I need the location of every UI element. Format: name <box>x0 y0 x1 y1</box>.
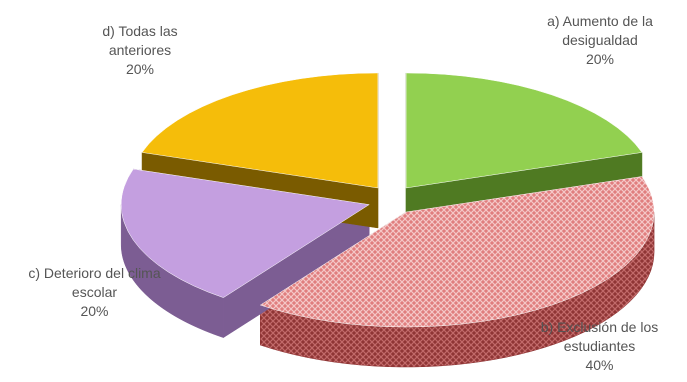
slice-label-b: b) Exclusión de los estudiantes 40% <box>512 318 687 375</box>
slice-label-d-line2: anteriores <box>108 42 172 58</box>
slice-label-c: c) Deterioro del clima escolar 20% <box>2 264 187 321</box>
slice-label-c-pct: 20% <box>80 303 109 319</box>
slice-label-c-line2: escolar <box>71 284 118 300</box>
slice-a <box>405 72 643 189</box>
slice-label-d-line1: d) Todas las <box>102 23 178 39</box>
slice-label-d: d) Todas las anteriores 20% <box>75 22 205 79</box>
slice-c <box>120 168 370 298</box>
slice-label-d-pct: 20% <box>125 61 155 77</box>
slice-label-a: a) Aumento de la desigualdad 20% <box>520 12 680 69</box>
slice-label-a-pct: 20% <box>585 51 615 67</box>
slice-label-a-line1: a) Aumento de la <box>547 13 653 29</box>
slice-b <box>259 176 655 328</box>
slice-d <box>141 72 379 189</box>
slice-label-b-line1: b) Exclusión de los <box>540 319 659 335</box>
slice-label-b-pct: 40% <box>585 357 614 373</box>
slice-label-b-line2: estudiantes <box>563 338 636 354</box>
slice-label-a-line2: desigualdad <box>562 32 638 48</box>
slice-label-c-line1: c) Deterioro del clima <box>28 265 161 281</box>
slice-tops <box>120 72 655 328</box>
